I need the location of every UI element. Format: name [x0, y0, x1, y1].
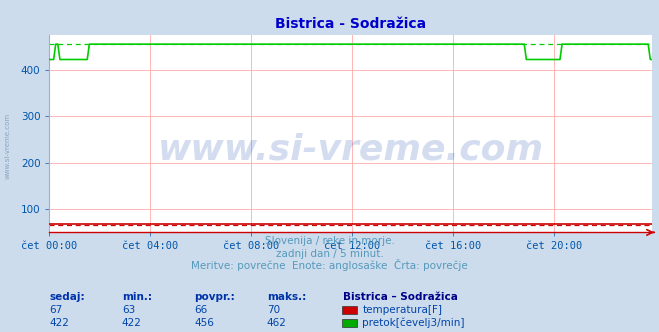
Text: 456: 456: [194, 318, 214, 328]
Text: maks.:: maks.:: [267, 292, 306, 302]
Text: 63: 63: [122, 305, 135, 315]
Title: Bistrica - Sodražica: Bistrica - Sodražica: [275, 17, 426, 31]
Text: 66: 66: [194, 305, 208, 315]
Text: 70: 70: [267, 305, 280, 315]
Text: Slovenija / reke in morje.: Slovenija / reke in morje.: [264, 236, 395, 246]
Text: 462: 462: [267, 318, 287, 328]
Text: min.:: min.:: [122, 292, 152, 302]
Text: sedaj:: sedaj:: [49, 292, 85, 302]
Text: pretok[čevelj3/min]: pretok[čevelj3/min]: [362, 317, 465, 328]
Text: temperatura[F]: temperatura[F]: [362, 305, 442, 315]
Text: Bistrica – Sodražica: Bistrica – Sodražica: [343, 292, 457, 302]
Text: 67: 67: [49, 305, 63, 315]
Text: www.si-vreme.com: www.si-vreme.com: [5, 113, 11, 179]
Text: 422: 422: [49, 318, 69, 328]
Text: 422: 422: [122, 318, 142, 328]
Text: povpr.:: povpr.:: [194, 292, 235, 302]
Text: Meritve: povrečne  Enote: anglosaške  Črta: povrečje: Meritve: povrečne Enote: anglosaške Črta…: [191, 259, 468, 271]
Text: zadnji dan / 5 minut.: zadnji dan / 5 minut.: [275, 249, 384, 259]
Text: www.si-vreme.com: www.si-vreme.com: [158, 132, 544, 166]
